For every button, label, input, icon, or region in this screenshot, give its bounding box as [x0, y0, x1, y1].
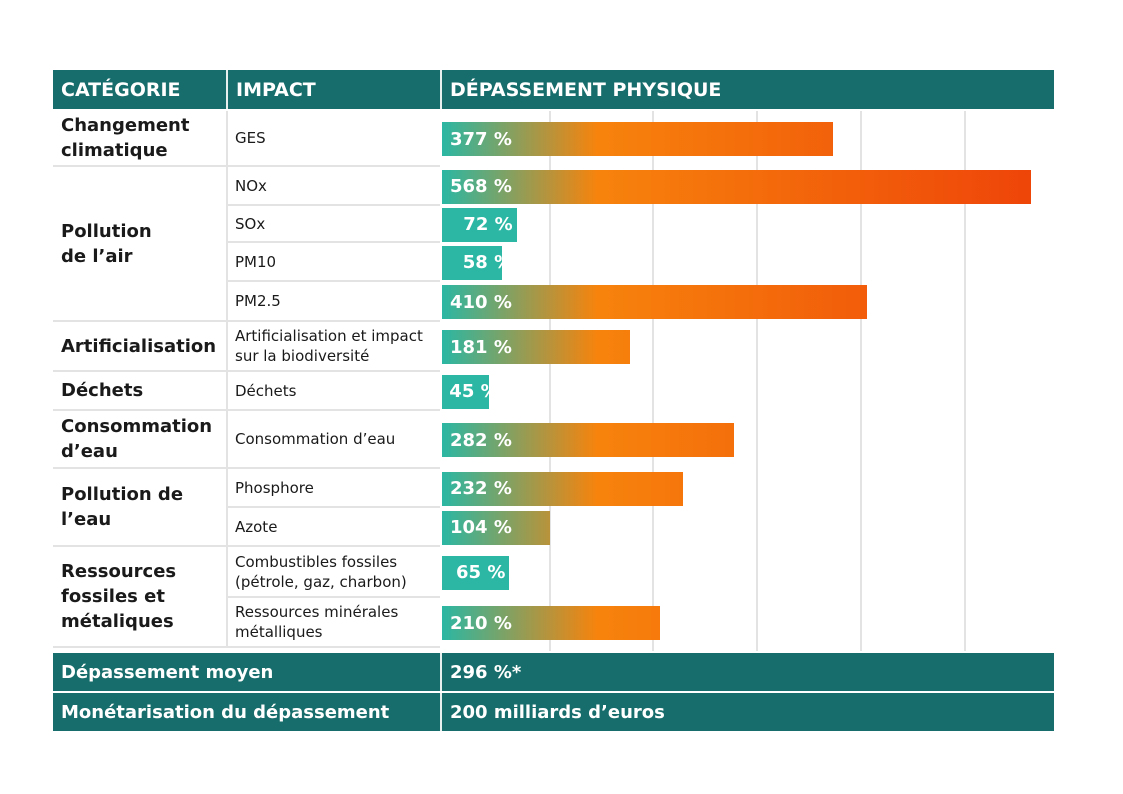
category-cell: Pollution de l’eau	[53, 469, 226, 547]
bar-label: 58 %	[462, 252, 513, 273]
category-cell: Changement climatique	[53, 111, 226, 167]
impact-cell: PM2.5	[226, 282, 440, 322]
category-cell: Consommation d’eau	[53, 411, 226, 469]
impact-cell: Ressources minérales métalliques	[226, 598, 440, 648]
bar-label: 104 %	[450, 517, 512, 538]
bar-label: 210 %	[450, 612, 512, 634]
bar-label: 72 %	[463, 214, 513, 235]
impact-cell: Combustibles fossiles (pétrole, gaz, cha…	[226, 547, 440, 598]
gridline	[756, 111, 759, 651]
header-impact: IMPACT	[226, 70, 440, 109]
bar: 65 %	[442, 555, 510, 590]
header-overshoot: DÉPASSEMENT PHYSIQUE	[440, 70, 1054, 109]
category-cell: Artificialisation	[53, 322, 226, 372]
footer-value: 296 %*	[440, 653, 1054, 691]
bar: 410 %	[442, 285, 868, 319]
bar: 58 %	[442, 245, 512, 280]
footer-label: Dépassement moyen	[61, 661, 274, 683]
impact-cell: Artificialisation et impact sur la biodi…	[226, 322, 440, 372]
bar-label: 568 %	[450, 176, 512, 197]
impact-cell: Phosphore	[226, 469, 440, 508]
footer-row-average: Dépassement moyen 296 %*	[53, 653, 1054, 691]
impact-cell: SOx	[226, 206, 440, 243]
impact-cell: Azote	[226, 508, 440, 547]
footer-row-monetization: Monétarisation du dépassement 200 millia…	[53, 693, 1054, 731]
footer-label: Monétarisation du dépassement	[61, 701, 390, 723]
gridline	[548, 111, 551, 651]
category-cell: Pollution de l’air	[53, 167, 226, 322]
category-cell: Déchets	[53, 372, 226, 411]
bar-label: 282 %	[450, 429, 512, 451]
bar-label: 45 %	[449, 381, 499, 402]
impact-cell: Consommation d’eau	[226, 411, 440, 469]
bar-label: 410 %	[450, 291, 512, 313]
bar: 282 %	[442, 423, 735, 457]
bar: 104 %	[442, 510, 550, 545]
impact-cell: Déchets	[226, 372, 440, 411]
impact-cell: GES	[226, 111, 440, 167]
impact-cell: NOx	[226, 167, 440, 206]
bar: 210 %	[442, 606, 660, 640]
gridline	[652, 111, 655, 651]
category-cell: Ressources fossiles et métaliques	[53, 547, 226, 648]
gridline	[963, 111, 966, 651]
bar: 232 %	[442, 471, 683, 506]
header-category: CATÉGORIE	[61, 78, 181, 101]
bar-label: 232 %	[450, 478, 512, 499]
bar: 568 %	[442, 169, 1032, 204]
bar: 72 %	[442, 207, 517, 242]
bar-label: 65 %	[456, 562, 506, 583]
overshoot-table: CATÉGORIE IMPACT DÉPASSEMENT PHYSIQUE Ch…	[53, 70, 1054, 731]
footer-value: 200 milliards d’euros	[440, 693, 1054, 731]
bar: 181 %	[442, 330, 630, 364]
impact-cell: PM10	[226, 243, 440, 282]
table-header: CATÉGORIE IMPACT DÉPASSEMENT PHYSIQUE	[53, 70, 1054, 109]
bar: 45 %	[442, 374, 499, 409]
gridline	[859, 111, 862, 651]
bar-label: 377 %	[450, 128, 512, 150]
bar: 377 %	[442, 122, 833, 156]
bar-label: 181 %	[450, 336, 512, 358]
table-body: Changement climatique Pollution de l’air A…	[53, 111, 1054, 651]
